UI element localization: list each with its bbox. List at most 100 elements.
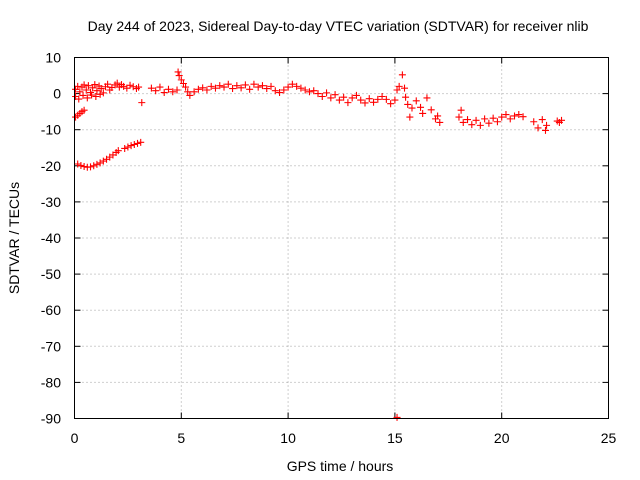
data-point — [152, 87, 160, 95]
data-point — [318, 92, 326, 100]
data-point — [419, 109, 427, 117]
data-point — [310, 87, 318, 95]
grid-lines — [74, 57, 609, 419]
data-point — [186, 91, 194, 99]
data-point — [75, 95, 83, 103]
data-point — [398, 71, 406, 79]
data-point — [489, 114, 497, 122]
data-point — [305, 88, 313, 96]
data-point — [113, 79, 121, 87]
data-point — [90, 162, 98, 170]
data-point — [91, 81, 99, 89]
data-point — [271, 87, 279, 95]
data-point — [393, 413, 401, 421]
data-point — [348, 94, 356, 102]
data-point — [224, 80, 232, 88]
data-point — [241, 81, 249, 89]
data-point — [124, 143, 132, 151]
data-point — [344, 99, 352, 107]
data-point — [96, 90, 104, 98]
data-points — [72, 68, 566, 421]
data-point — [84, 82, 92, 90]
data-point — [126, 81, 134, 89]
data-point — [121, 144, 129, 152]
data-point — [498, 113, 506, 121]
y-tick-label: -30 — [41, 194, 61, 210]
data-point — [87, 163, 95, 171]
data-point — [229, 85, 237, 93]
data-point — [378, 92, 386, 100]
x-tick-label: 15 — [387, 430, 403, 446]
data-point — [434, 112, 442, 120]
x-tick-label: 20 — [494, 430, 510, 446]
data-point — [558, 116, 566, 124]
y-tick-label: -90 — [41, 411, 61, 427]
data-point — [194, 85, 202, 93]
data-point — [88, 91, 96, 99]
data-point — [177, 76, 185, 84]
data-point — [207, 82, 215, 90]
data-point — [83, 94, 91, 102]
data-point — [297, 84, 305, 92]
data-point — [408, 104, 416, 112]
data-point — [97, 85, 105, 93]
data-point — [404, 100, 412, 108]
data-point — [374, 95, 382, 103]
data-point — [263, 85, 271, 93]
data-point — [267, 82, 275, 90]
data-point — [258, 82, 266, 90]
y-tick-label: 0 — [53, 86, 61, 102]
data-point — [417, 103, 425, 111]
data-point — [134, 139, 142, 147]
data-point — [169, 88, 177, 96]
data-point — [127, 142, 135, 150]
data-point — [79, 91, 87, 99]
data-point — [370, 98, 378, 106]
data-point — [175, 72, 183, 80]
tick-labels: 0 5 10 15 20 25 10 0 -10 -20 -30 -40 -50 -60 -70 -80 -90 — [41, 50, 617, 447]
data-point — [276, 89, 284, 97]
data-point — [541, 126, 549, 134]
data-point — [534, 124, 542, 132]
data-point — [340, 93, 348, 101]
data-point — [92, 92, 100, 100]
y-tick-label: -20 — [41, 158, 61, 174]
data-point — [365, 95, 373, 103]
data-point — [502, 111, 510, 119]
data-point — [93, 87, 101, 95]
data-point — [457, 106, 465, 114]
data-point — [77, 161, 85, 169]
data-point — [99, 89, 107, 97]
data-point — [250, 80, 258, 88]
data-point — [352, 91, 360, 99]
data-point — [412, 97, 420, 105]
data-point — [74, 82, 82, 90]
data-point — [335, 96, 343, 104]
y-tick-label: -80 — [41, 374, 61, 390]
data-point — [391, 96, 399, 104]
y-tick-label: -10 — [41, 122, 61, 138]
data-point — [481, 115, 489, 123]
y-axis-label: SDTVAR / TECUs — [6, 182, 22, 294]
data-point — [361, 99, 369, 107]
data-point — [464, 116, 472, 124]
data-point — [393, 86, 401, 94]
data-point — [199, 84, 207, 92]
x-tick-label: 0 — [71, 430, 79, 446]
data-point — [104, 80, 112, 88]
data-point — [427, 106, 435, 114]
y-tick-label: -70 — [41, 338, 61, 354]
data-point — [220, 83, 228, 91]
data-point — [468, 121, 476, 129]
data-point — [137, 138, 145, 146]
data-point — [80, 81, 88, 89]
data-point — [519, 113, 527, 121]
data-point — [530, 118, 538, 126]
data-point — [237, 84, 245, 92]
data-point — [382, 95, 390, 103]
data-point — [288, 80, 296, 88]
data-point — [76, 88, 84, 96]
data-point — [314, 90, 322, 98]
data-point — [323, 89, 331, 97]
